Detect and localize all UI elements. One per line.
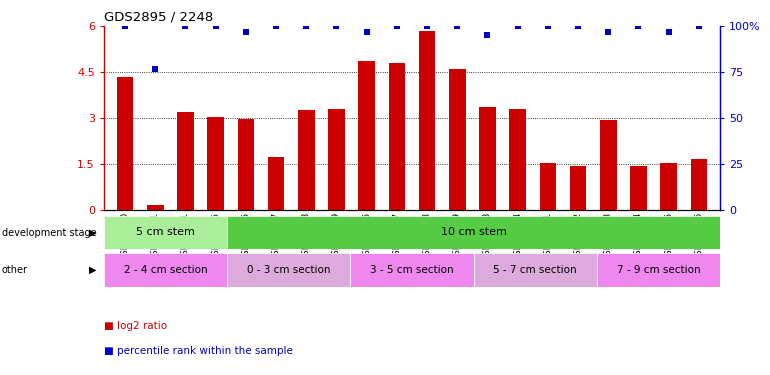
Point (330, 23, 343, 29)
Bar (600, 120, 617, 210)
Bar (268, 158, 284, 210)
Point (572, 23, 584, 29)
Text: other: other (2, 265, 28, 275)
Text: ▶: ▶ (89, 228, 96, 237)
Point (481, 33, 494, 39)
Point (693, 23, 705, 29)
Bar (298, 111, 315, 210)
Bar (117, 77, 133, 210)
Bar (207, 117, 224, 210)
Point (602, 29, 614, 35)
Bar (570, 166, 586, 210)
Text: ■ percentile rank within the sample: ■ percentile rank within the sample (104, 346, 293, 355)
Text: 3 - 5 cm section: 3 - 5 cm section (370, 265, 454, 275)
Bar (104, 216, 227, 249)
Text: 5 - 7 cm section: 5 - 7 cm section (494, 265, 577, 275)
Point (541, 23, 554, 29)
Bar (540, 162, 556, 210)
Point (179, 23, 192, 29)
Text: 0 - 3 cm section: 0 - 3 cm section (247, 265, 330, 275)
Bar (479, 107, 496, 210)
Text: 7 - 9 cm section: 7 - 9 cm section (617, 265, 700, 275)
Bar (597, 253, 720, 287)
Point (119, 23, 131, 29)
Point (421, 23, 434, 29)
Bar (238, 119, 254, 210)
Bar (104, 253, 227, 287)
Bar (474, 253, 597, 287)
Bar (661, 162, 677, 210)
Text: 2 - 4 cm section: 2 - 4 cm section (124, 265, 207, 275)
Bar (389, 63, 405, 210)
Bar (350, 253, 474, 287)
Text: 5 cm stem: 5 cm stem (136, 228, 195, 237)
Point (511, 23, 524, 29)
Bar (147, 206, 163, 210)
Bar (177, 112, 194, 210)
Point (390, 23, 403, 29)
Bar (419, 31, 435, 210)
Point (632, 23, 644, 29)
Point (360, 29, 373, 35)
Point (451, 23, 464, 29)
Bar (227, 253, 350, 287)
Text: GDS2895 / 2248: GDS2895 / 2248 (104, 11, 213, 24)
Point (149, 66, 162, 72)
Bar (630, 166, 647, 210)
Point (239, 29, 252, 35)
Bar (227, 216, 720, 249)
Point (209, 23, 222, 29)
Point (300, 23, 313, 29)
Text: 10 cm stem: 10 cm stem (440, 228, 507, 237)
Point (270, 23, 283, 29)
Text: ▶: ▶ (89, 265, 96, 275)
Bar (691, 159, 707, 210)
Bar (358, 62, 375, 210)
Bar (449, 69, 466, 210)
Point (662, 29, 675, 35)
Text: development stage: development stage (2, 228, 96, 237)
Bar (328, 109, 345, 210)
Text: ■ log2 ratio: ■ log2 ratio (104, 321, 167, 331)
Bar (509, 109, 526, 210)
